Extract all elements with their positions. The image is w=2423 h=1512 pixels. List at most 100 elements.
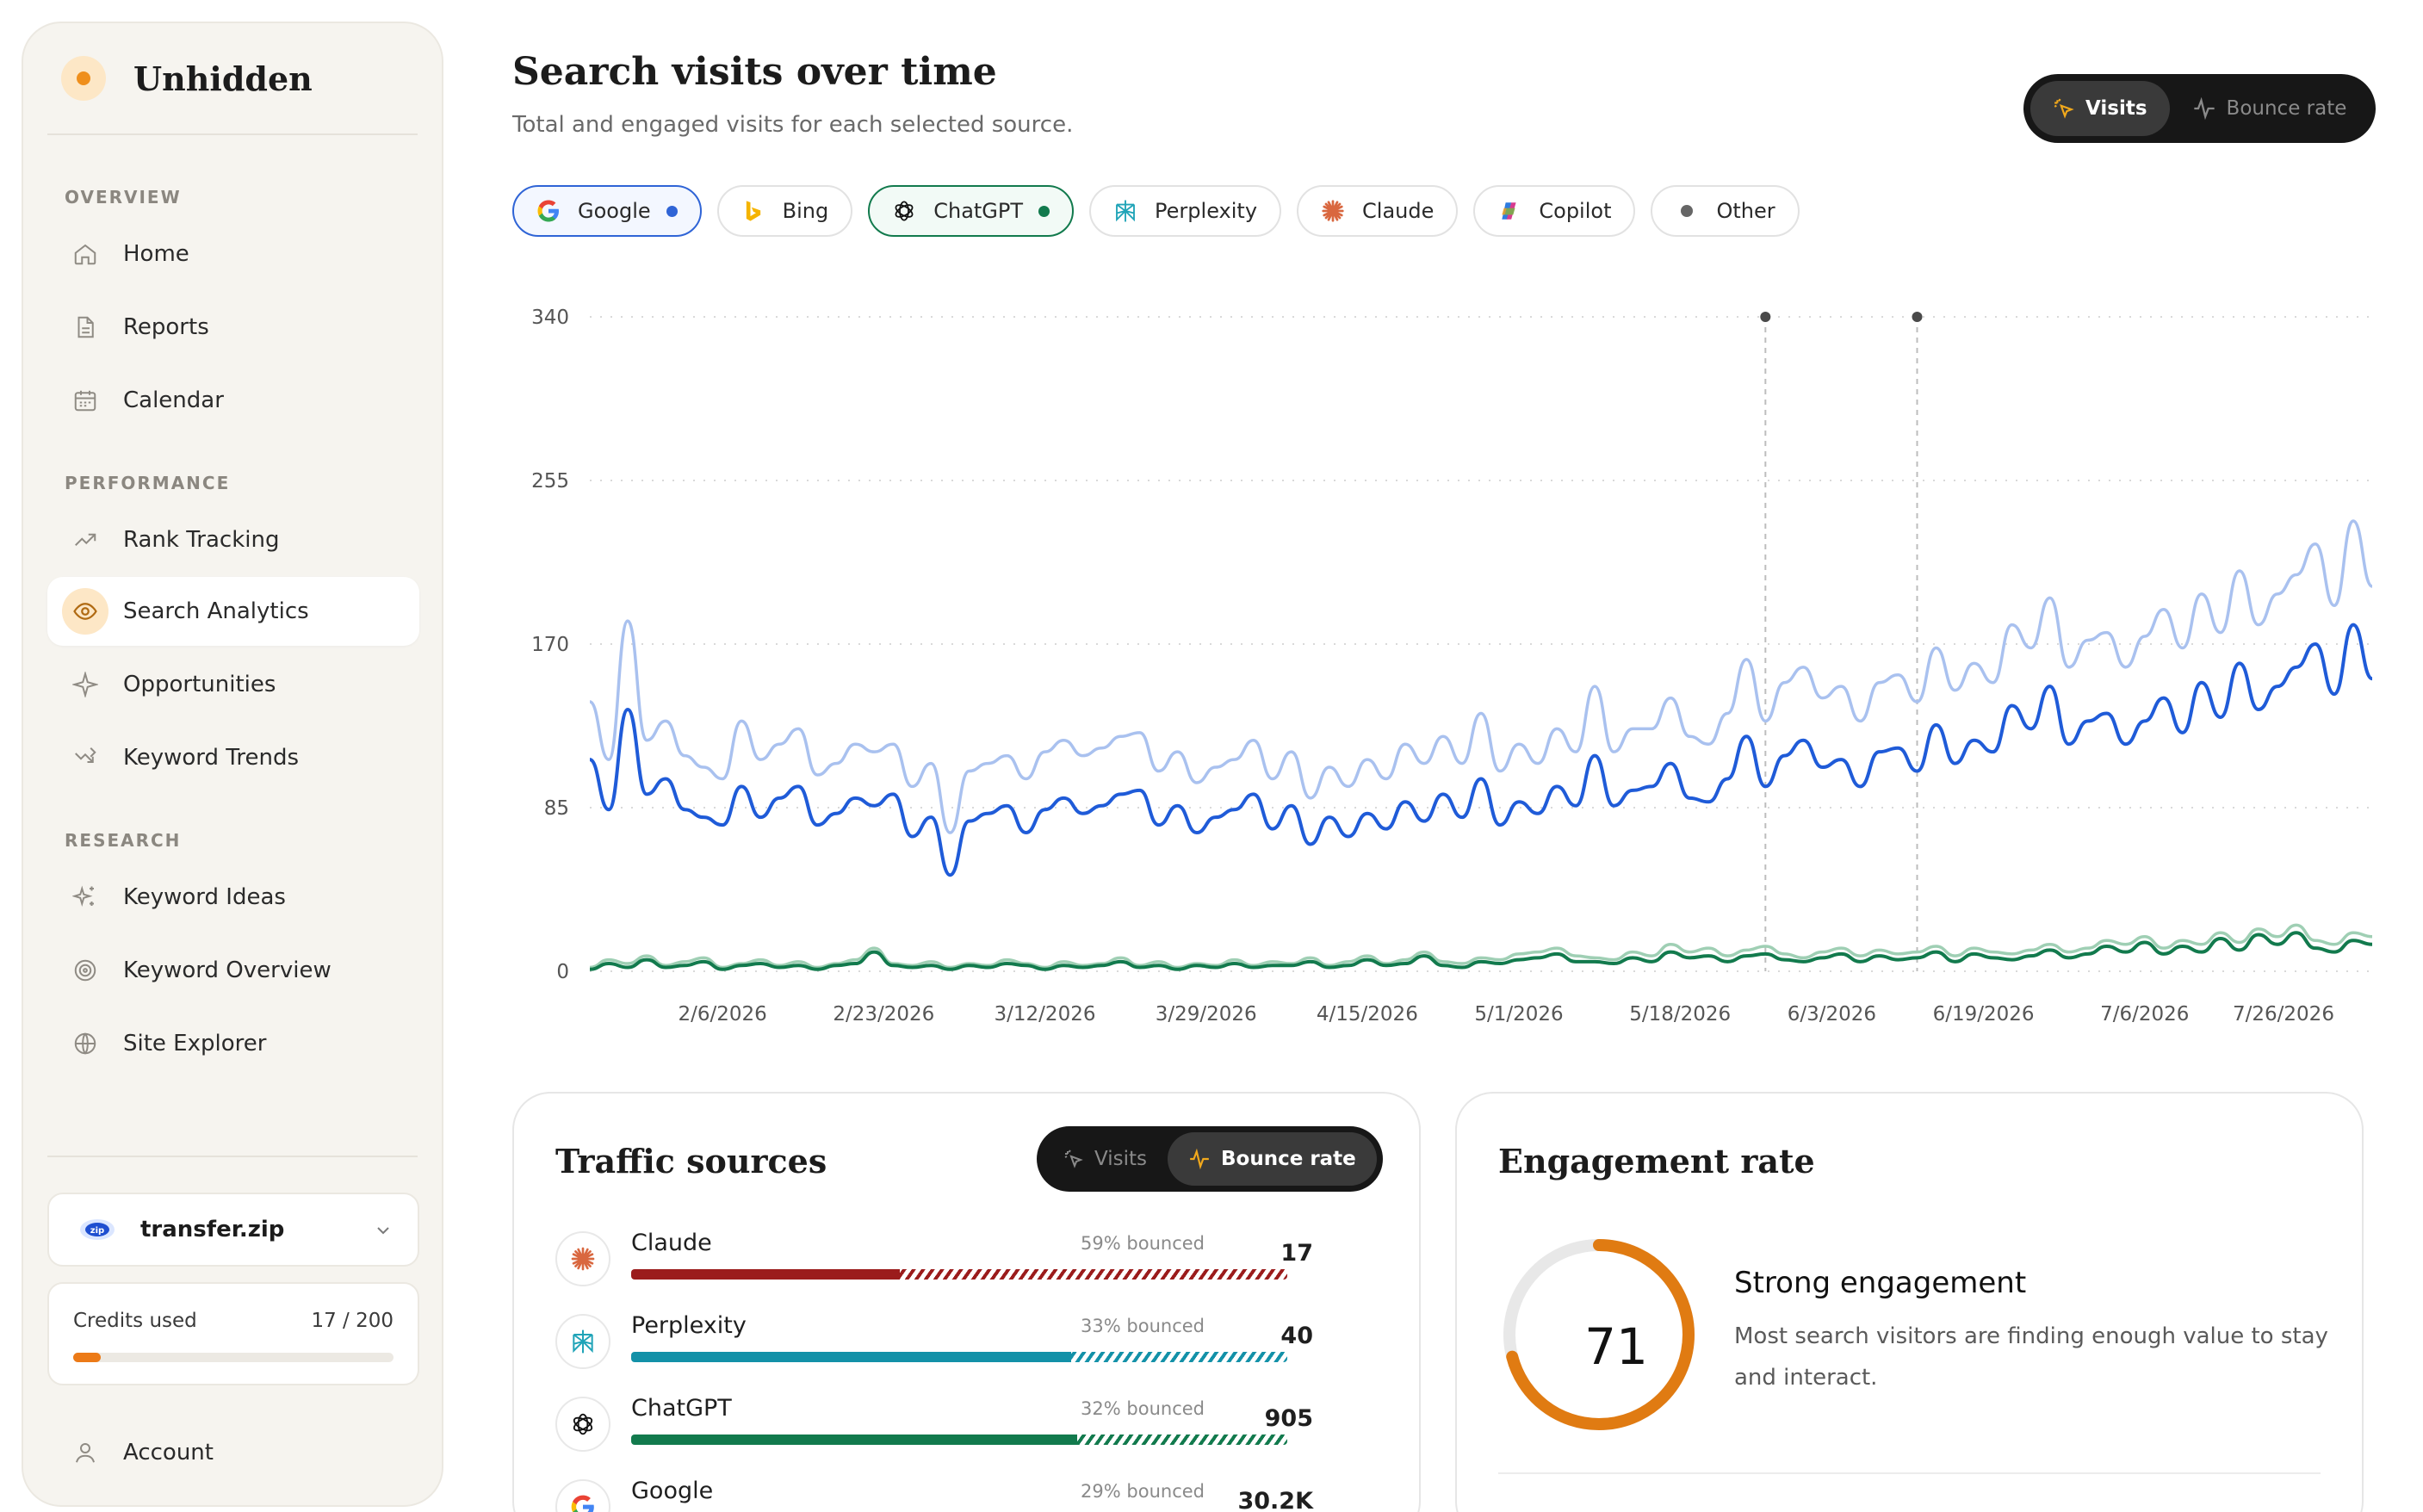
sparkles-icon	[66, 878, 104, 916]
source-filter: Google Bing ChatGPT Perplexity Claude Co…	[512, 185, 1815, 237]
series-line-chatgpt-total	[589, 923, 2372, 970]
x-tick-label: 2/23/2026	[833, 1003, 934, 1026]
perplexity-icon	[1112, 197, 1139, 225]
sidebar-item-site-explorer[interactable]: Site Explorer	[47, 1009, 419, 1078]
chip-other[interactable]: Other	[1651, 185, 1800, 237]
x-tick-label: 3/12/2026	[995, 1003, 1096, 1026]
source-name: Claude	[631, 1230, 712, 1256]
trending-up-icon	[66, 521, 104, 559]
engagement-description: Most search visitors are finding enough …	[1734, 1323, 2328, 1391]
y-tick-label: 0	[556, 961, 569, 983]
sidebar-item-opportunities[interactable]: Opportunities	[47, 650, 419, 719]
selected-dot	[666, 205, 678, 217]
source-row-claude[interactable]: Claude 59% bounced 17	[555, 1230, 1373, 1314]
chip-label: Claude	[1362, 199, 1435, 223]
x-tick-label: 6/19/2026	[1933, 1003, 2035, 1026]
source-row-chatgpt[interactable]: ChatGPT 32% bounced 905	[555, 1395, 1373, 1479]
sidebar-item-keyword-overview[interactable]: Keyword Overview	[47, 936, 419, 1005]
brand-logo-icon	[61, 56, 106, 101]
credits-progress	[73, 1353, 394, 1362]
series-line-google-total	[589, 519, 2372, 834]
cursor-click-icon	[1064, 1149, 1083, 1168]
sidebar-item-keyword-trends[interactable]: Keyword Trends	[47, 723, 419, 792]
chip-perplexity[interactable]: Perplexity	[1089, 185, 1282, 237]
engagement-value: 71	[1584, 1317, 1648, 1376]
source-name: Google	[631, 1478, 714, 1504]
sidebar-item-label: Keyword Overview	[123, 957, 332, 983]
card-title: Traffic sources	[555, 1142, 827, 1180]
brand[interactable]: Unhidden	[61, 56, 313, 101]
source-row-google[interactable]: Google 29% bounced 30.2K	[555, 1478, 1373, 1512]
chip-claude[interactable]: Claude	[1297, 185, 1459, 237]
sidebar-item-label: Opportunities	[123, 672, 276, 697]
copilot-icon	[1496, 197, 1523, 225]
bounce-bar-engaged	[631, 1435, 1078, 1445]
marker-dot	[1912, 312, 1923, 322]
sidebar-item-search-analytics[interactable]: Search Analytics	[47, 577, 419, 646]
y-tick-label: 340	[531, 307, 569, 329]
sidebar-item-calendar[interactable]: Calendar	[47, 366, 419, 435]
chip-label: ChatGPT	[933, 199, 1024, 223]
source-count: 17	[1280, 1240, 1313, 1267]
site-selector[interactable]: zip transfer.zip	[47, 1193, 419, 1267]
bounce-bar	[631, 1352, 1287, 1362]
y-tick-label: 170	[531, 634, 569, 656]
sidebar-item-label: Home	[123, 241, 189, 267]
chevron-down-icon	[377, 1227, 389, 1235]
sidebar-item-home[interactable]: Home	[47, 220, 419, 288]
globe-icon	[66, 1025, 104, 1063]
bounce-bar-bounced	[900, 1269, 1287, 1280]
document-icon	[66, 308, 104, 346]
series-line-chatgpt-engaged	[589, 931, 2372, 971]
credits-value: 17 / 200	[311, 1310, 394, 1332]
chip-copilot[interactable]: Copilot	[1473, 185, 1636, 237]
chip-label: Bing	[782, 199, 829, 223]
marker-dot	[1760, 312, 1771, 322]
bounce-label: 59% bounced	[1081, 1233, 1205, 1254]
sidebar-item-rank-tracking[interactable]: Rank Tracking	[47, 505, 419, 574]
y-tick-label: 85	[544, 797, 569, 820]
sidebar-item-label: Keyword Ideas	[123, 884, 286, 910]
divider	[47, 1156, 418, 1157]
chip-google[interactable]: Google	[512, 185, 702, 237]
chip-chatgpt[interactable]: ChatGPT	[868, 185, 1075, 237]
activity-icon	[2193, 96, 2215, 121]
toggle-bounce-label: Bounce rate	[2226, 97, 2347, 120]
visits-chart[interactable]: 0 85 170 255 340 2/6/2026 2/23/2026 3/12/2026 3/…	[512, 284, 2372, 1042]
bounce-label: 33% bounced	[1081, 1316, 1205, 1336]
bounce-bar-engaged	[631, 1352, 1071, 1362]
source-count: 40	[1280, 1323, 1313, 1349]
credits-progress-fill	[73, 1353, 101, 1362]
engagement-gauge	[1503, 1239, 1695, 1430]
source-name: Perplexity	[631, 1312, 747, 1339]
site-name: transfer.zip	[140, 1217, 285, 1242]
sidebar: Unhidden OVERVIEW Home Reports Calendar …	[22, 22, 443, 1507]
sidebar-item-label: Site Explorer	[123, 1031, 267, 1057]
google-icon	[535, 197, 562, 225]
cursor-click-icon	[2054, 98, 2074, 119]
selected-dot	[1038, 205, 1050, 217]
series-line-google-engaged	[588, 623, 2372, 877]
toggle-bounce-rate[interactable]: Bounce rate	[1168, 1132, 1377, 1186]
google-icon	[555, 1479, 610, 1512]
bing-icon	[740, 197, 767, 225]
credits-label: Credits used	[73, 1310, 197, 1332]
toggle-bounce-rate[interactable]: Bounce rate	[2170, 81, 2370, 136]
traffic-metric-toggle: Visits Bounce rate	[1037, 1126, 1383, 1192]
section-label-research: RESEARCH	[65, 830, 182, 851]
bounce-bar-bounced	[1070, 1352, 1287, 1362]
gauge-fill	[1503, 1239, 1695, 1430]
home-icon	[66, 235, 104, 273]
sidebar-item-reports[interactable]: Reports	[47, 293, 419, 362]
toggle-visits[interactable]: Visits	[1043, 1132, 1168, 1186]
sidebar-item-account[interactable]: Account	[47, 1418, 419, 1487]
sidebar-item-keyword-ideas[interactable]: Keyword Ideas	[47, 863, 419, 932]
page-title: Search visits over time	[512, 50, 997, 94]
source-row-perplexity[interactable]: Perplexity 33% bounced 40	[555, 1312, 1373, 1397]
x-tick-label: 3/29/2026	[1156, 1003, 1257, 1026]
toggle-visits[interactable]: Visits	[2030, 81, 2170, 136]
bounce-bar	[631, 1269, 1287, 1280]
perplexity-icon	[555, 1314, 610, 1369]
chip-bing[interactable]: Bing	[716, 185, 853, 237]
x-tick-label: 6/3/2026	[1788, 1003, 1876, 1026]
